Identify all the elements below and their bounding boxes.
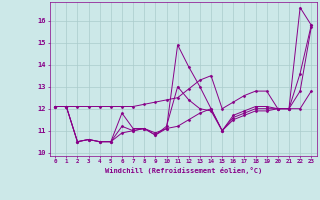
X-axis label: Windchill (Refroidissement éolien,°C): Windchill (Refroidissement éolien,°C)	[105, 167, 262, 174]
